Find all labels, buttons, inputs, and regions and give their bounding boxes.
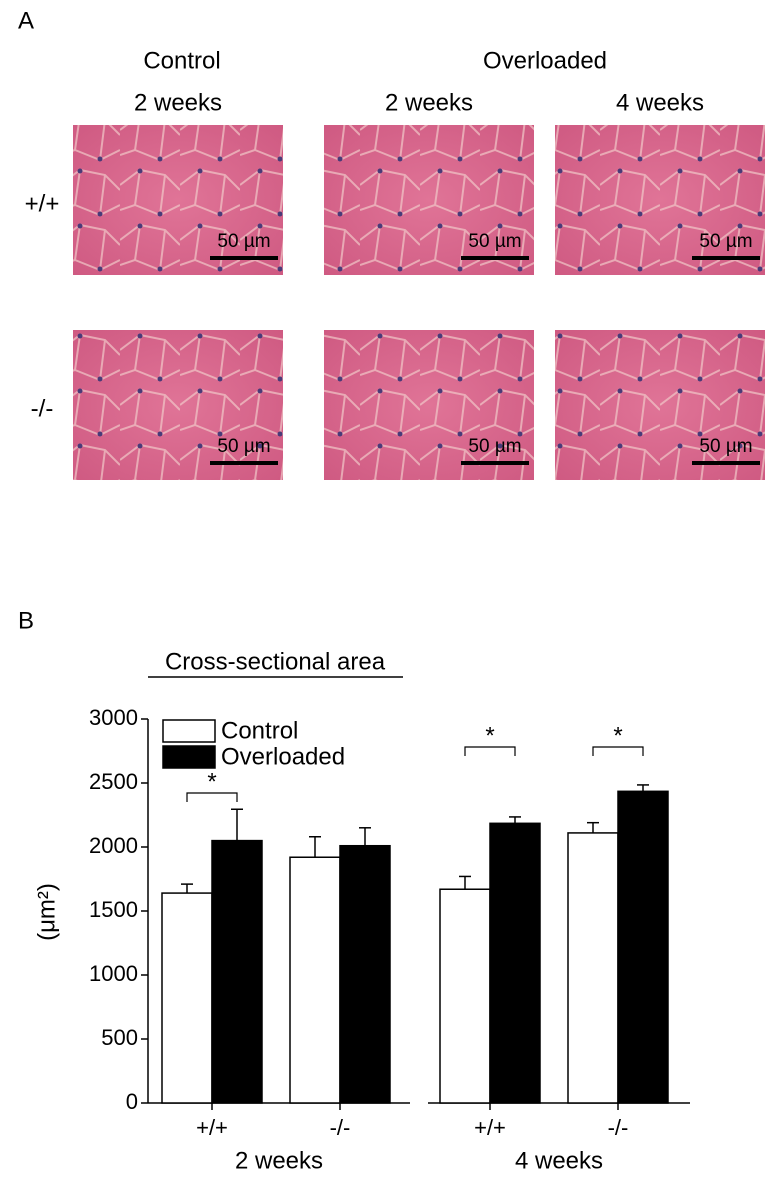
scale-label: 50 µm — [468, 436, 521, 457]
y-tick-label: 1500 — [89, 897, 138, 922]
scale-label: 50 µm — [699, 436, 752, 457]
micrograph-texture — [73, 125, 283, 275]
column-header: 4 weeks — [616, 89, 704, 116]
y-tick-label: 2500 — [89, 769, 138, 794]
significance-label: * — [613, 722, 622, 749]
scale-label: 50 µm — [217, 436, 270, 457]
x-tick-label: +/+ — [474, 1115, 506, 1140]
group-label: 4 weeks — [515, 1147, 603, 1174]
significance-bracket — [464, 746, 516, 756]
x-tick-label: +/+ — [196, 1115, 228, 1140]
panel-label: A — [18, 7, 34, 34]
panel-label: B — [18, 607, 34, 634]
scale-label: 50 µm — [699, 231, 752, 252]
scale-label: 50 µm — [468, 231, 521, 252]
row-label: +/+ — [25, 190, 60, 217]
bar — [161, 892, 213, 1104]
legend-label: Control — [221, 717, 298, 744]
bar — [289, 856, 341, 1104]
micrograph-texture — [555, 125, 765, 275]
significance-bracket — [592, 746, 644, 756]
legend-swatch — [162, 719, 216, 743]
micrograph-texture — [324, 330, 534, 480]
bar — [567, 832, 619, 1104]
group-header: Overloaded — [483, 47, 607, 74]
micrograph-texture — [324, 125, 534, 275]
bar — [339, 844, 391, 1104]
y-tick-label: 3000 — [89, 705, 138, 730]
row-label: -/- — [31, 395, 54, 422]
bar — [439, 888, 491, 1104]
legend-swatch — [162, 745, 216, 769]
significance-label: * — [207, 768, 216, 795]
x-tick-label: -/- — [608, 1115, 629, 1140]
y-tick-label: 0 — [126, 1089, 138, 1114]
column-header: 2 weeks — [134, 89, 222, 116]
micrograph-texture — [555, 330, 765, 480]
chart-title: Cross-sectional area — [165, 648, 386, 675]
column-header: 2 weeks — [385, 89, 473, 116]
legend-label: Overloaded — [221, 743, 345, 770]
micrograph-texture — [73, 330, 283, 480]
x-tick-label: -/- — [330, 1115, 351, 1140]
y-tick-label: 2000 — [89, 833, 138, 858]
scale-label: 50 µm — [217, 231, 270, 252]
significance-label: * — [485, 722, 494, 749]
group-header: Control — [143, 47, 220, 74]
bar — [211, 839, 263, 1104]
y-tick-label: 500 — [101, 1025, 138, 1050]
bar — [489, 822, 541, 1104]
group-label: 2 weeks — [235, 1147, 323, 1174]
bar — [617, 790, 669, 1104]
y-axis-label: (μm²) — [33, 883, 60, 941]
significance-bracket — [186, 792, 238, 802]
y-tick-label: 1000 — [89, 961, 138, 986]
